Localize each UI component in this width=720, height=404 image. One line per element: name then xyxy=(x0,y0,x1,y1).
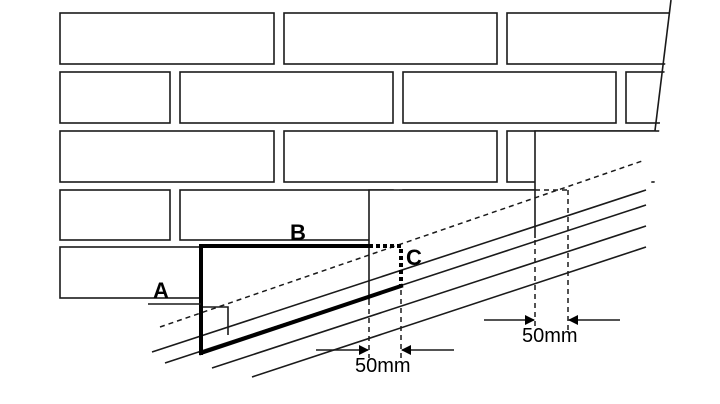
label-c: C xyxy=(406,245,422,270)
brick xyxy=(402,71,617,124)
brick xyxy=(59,12,275,65)
roof-line-3 xyxy=(211,225,647,369)
brick xyxy=(283,12,498,65)
brick xyxy=(59,189,171,241)
roof-line-4 xyxy=(251,246,647,378)
dimension-upper: 50mm xyxy=(522,325,578,347)
brick xyxy=(59,130,275,183)
label-b: B xyxy=(290,220,306,245)
brick xyxy=(59,71,171,124)
flashing-piece xyxy=(199,244,371,355)
inner-step xyxy=(201,306,229,335)
dimension-lower: 50mm xyxy=(355,355,411,377)
step-flashing-upper xyxy=(534,130,656,190)
brick xyxy=(283,130,498,183)
lower-triangle-fill xyxy=(0,230,720,404)
label-a: A xyxy=(153,278,169,303)
upstand-dashed-line xyxy=(159,159,646,328)
flashing-fill-lower xyxy=(201,131,656,360)
brick xyxy=(179,71,394,124)
flashing-extension xyxy=(369,244,403,286)
flashing-bottom-edge xyxy=(198,283,404,356)
brick xyxy=(179,189,394,241)
brick xyxy=(625,71,671,124)
brick xyxy=(506,12,671,65)
